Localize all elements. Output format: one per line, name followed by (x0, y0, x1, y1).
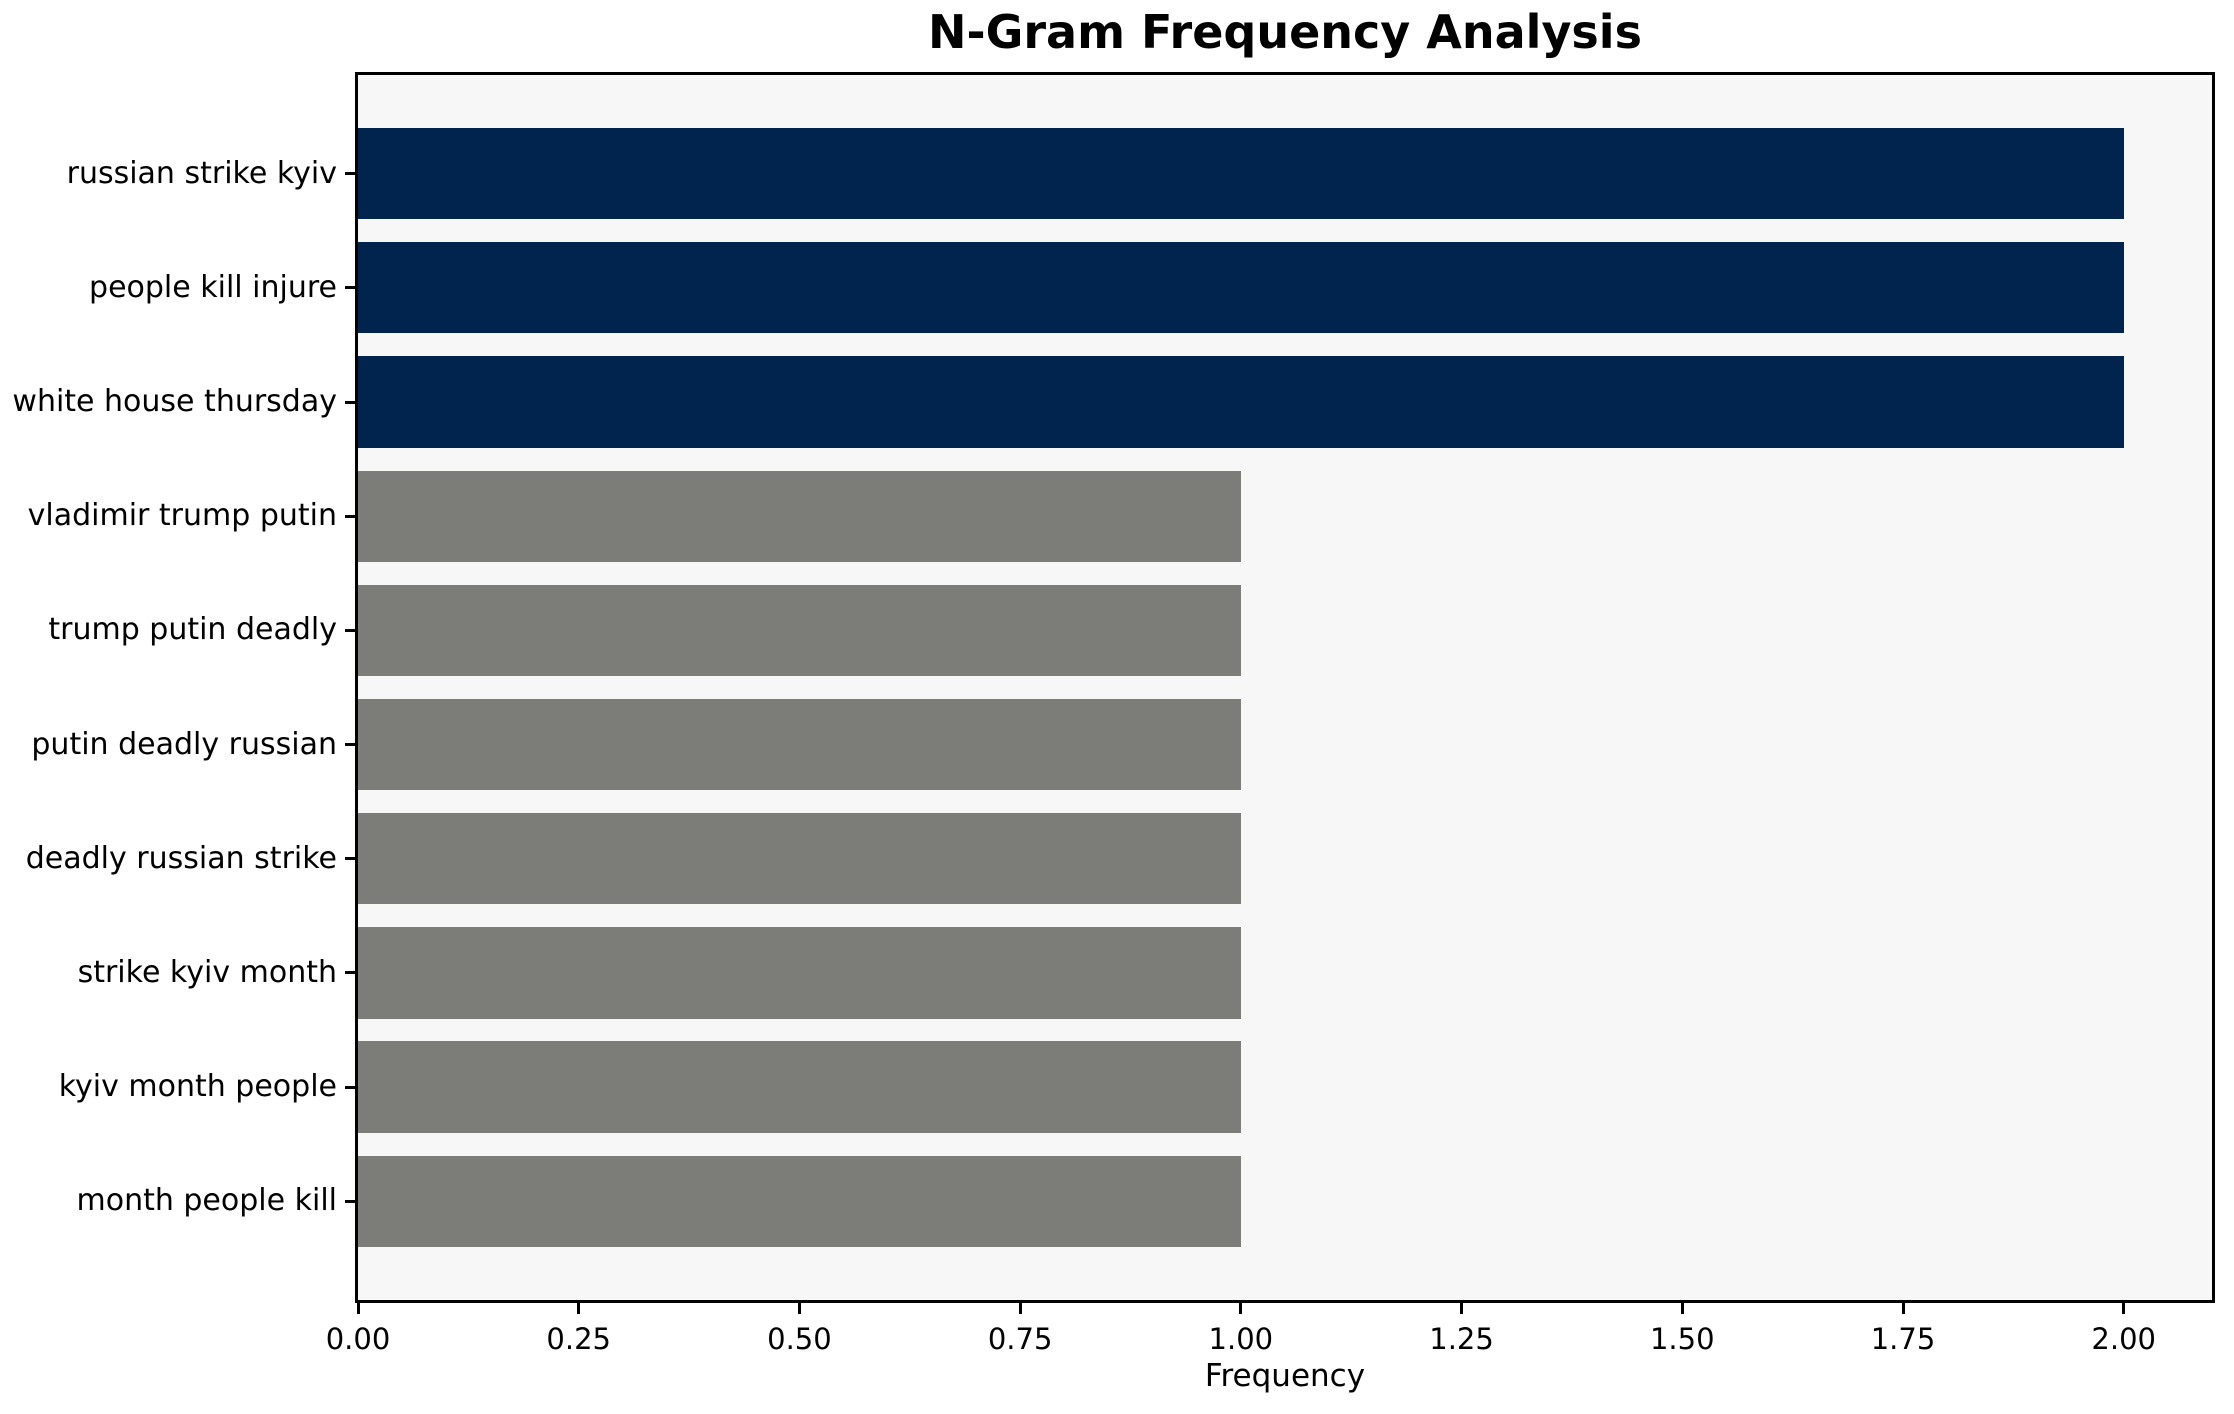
x-tick-mark (1460, 1303, 1464, 1314)
x-tick-mark (356, 1303, 360, 1314)
x-tick-label: 0.25 (546, 1322, 611, 1356)
plot-area (355, 72, 2215, 1303)
x-tick-mark (1901, 1303, 1905, 1314)
x-tick-mark (577, 1303, 581, 1314)
y-tick-mark (345, 857, 355, 861)
x-tick-label: 1.50 (1649, 1322, 1715, 1356)
y-tick-mark (345, 628, 355, 632)
x-tick-label: 0.75 (987, 1322, 1053, 1356)
bar (358, 356, 2124, 448)
y-tick-label: putin deadly russian (31, 726, 337, 762)
bar (358, 1155, 1241, 1248)
bar (358, 927, 1241, 1019)
bar (358, 242, 2124, 334)
y-tick-label: month people kill (76, 1183, 337, 1219)
y-tick-label: deadly russian strike (25, 840, 337, 876)
y-tick-label: trump putin deadly (48, 612, 337, 648)
bar (358, 470, 1241, 562)
y-tick-mark (345, 400, 355, 404)
x-tick-mark (1018, 1303, 1022, 1314)
y-tick-mark (345, 971, 355, 975)
x-tick-mark (1239, 1303, 1243, 1314)
x-tick-label: 0.00 (325, 1322, 391, 1356)
x-tick-mark (2122, 1303, 2126, 1314)
y-tick-label: kyiv month people (58, 1069, 337, 1105)
y-tick-mark (345, 1085, 355, 1089)
y-tick-mark (345, 1199, 355, 1203)
x-tick-label: 2.00 (2091, 1322, 2156, 1356)
y-tick-mark (345, 172, 355, 176)
y-tick-mark (345, 514, 355, 518)
x-tick-label: 0.50 (767, 1322, 832, 1356)
x-tick-label: 1.75 (1870, 1322, 1936, 1356)
y-tick-mark (345, 743, 355, 747)
x-tick-label: 1.25 (1429, 1322, 1494, 1356)
bar (358, 584, 1241, 677)
x-tick-mark (797, 1303, 801, 1314)
x-tick-mark (1680, 1303, 1684, 1314)
bar (358, 1041, 1241, 1133)
y-tick-label: vladimir trump putin (27, 498, 337, 534)
y-tick-label: white house thursday (12, 384, 337, 420)
y-tick-label: russian strike kyiv (66, 155, 337, 191)
y-tick-mark (345, 286, 355, 290)
bar (358, 698, 1241, 791)
chart-title: N-Gram Frequency Analysis (928, 5, 1642, 59)
x-axis-label: Frequency (1204, 1358, 1366, 1394)
x-tick-label: 1.00 (1208, 1322, 1274, 1356)
bar (358, 813, 1241, 905)
bar (358, 127, 2124, 220)
y-tick-label: people kill injure (89, 269, 337, 305)
y-tick-label: strike kyiv month (77, 954, 337, 990)
